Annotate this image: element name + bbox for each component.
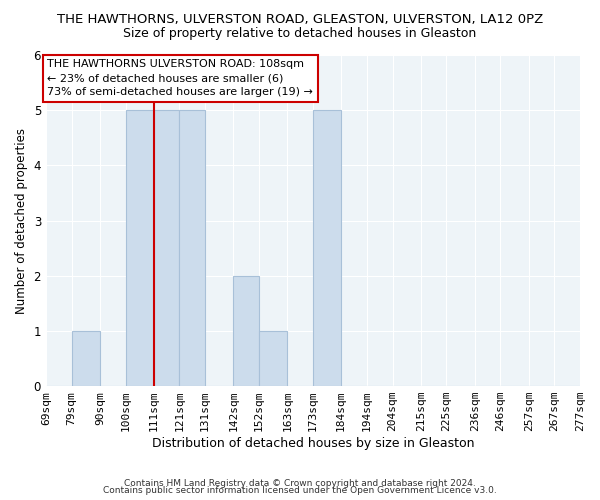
Text: Contains HM Land Registry data © Crown copyright and database right 2024.: Contains HM Land Registry data © Crown c… xyxy=(124,478,476,488)
Bar xyxy=(125,110,154,386)
Y-axis label: Number of detached properties: Number of detached properties xyxy=(15,128,28,314)
Text: Size of property relative to detached houses in Gleaston: Size of property relative to detached ho… xyxy=(124,28,476,40)
Bar xyxy=(154,110,179,386)
Bar xyxy=(71,331,100,386)
Text: THE HAWTHORNS, ULVERSTON ROAD, GLEASTON, ULVERSTON, LA12 0PZ: THE HAWTHORNS, ULVERSTON ROAD, GLEASTON,… xyxy=(57,12,543,26)
Bar xyxy=(233,276,259,386)
Text: Contains public sector information licensed under the Open Government Licence v3: Contains public sector information licen… xyxy=(103,486,497,495)
Bar xyxy=(179,110,205,386)
Bar xyxy=(313,110,341,386)
Text: THE HAWTHORNS ULVERSTON ROAD: 108sqm
← 23% of detached houses are smaller (6)
73: THE HAWTHORNS ULVERSTON ROAD: 108sqm ← 2… xyxy=(47,60,313,98)
Bar xyxy=(259,331,287,386)
X-axis label: Distribution of detached houses by size in Gleaston: Distribution of detached houses by size … xyxy=(152,437,474,450)
